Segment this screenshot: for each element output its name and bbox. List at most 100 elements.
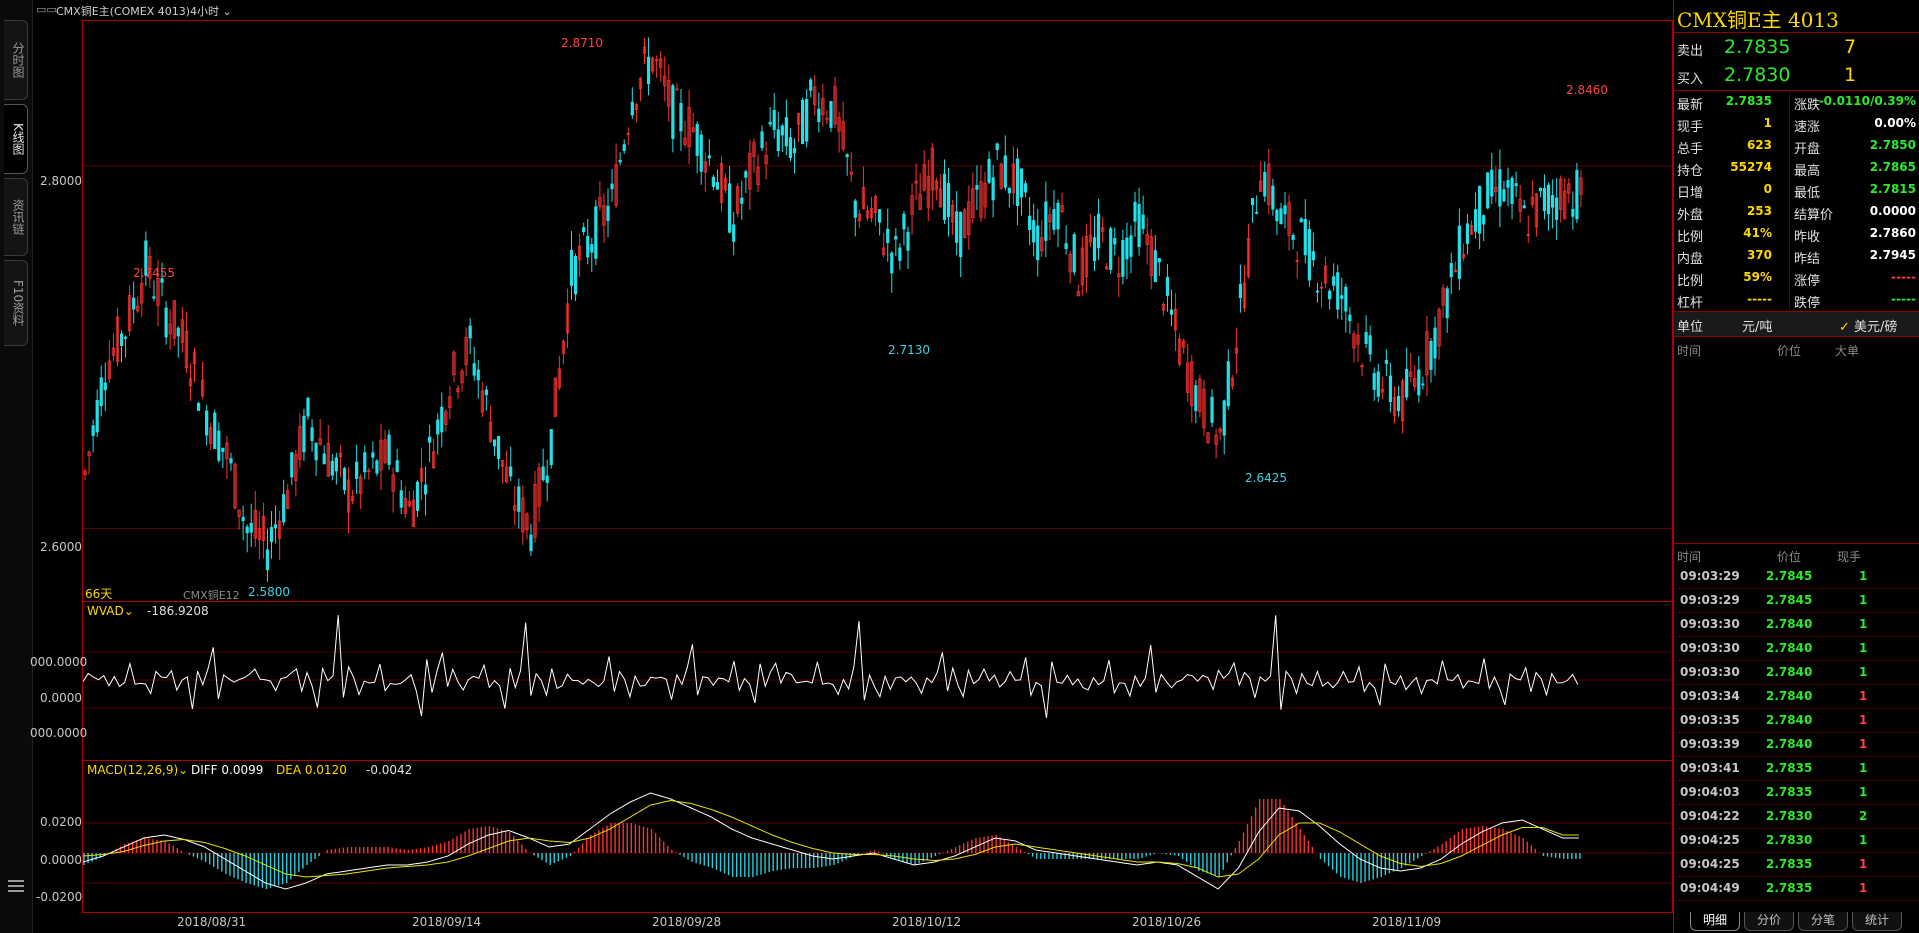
unit-value[interactable]: 元/吨 <box>1742 320 1773 335</box>
candle-body <box>594 206 598 259</box>
quote-row: 最新 2.7835 涨跌 -0.0110/0.39% <box>1674 92 1919 114</box>
quote-value: 55274 <box>1730 160 1772 174</box>
tab-f10[interactable]: F10资料 <box>4 260 28 346</box>
candle-body <box>355 461 359 479</box>
tick-row[interactable]: 09:04:25 2.7835 1 <box>1674 853 1919 877</box>
tick-row[interactable]: 09:03:30 2.7840 1 <box>1674 637 1919 661</box>
candle-body <box>415 481 420 511</box>
tick-row[interactable]: 09:04:03 2.7835 1 <box>1674 781 1919 805</box>
candle-body <box>545 475 549 483</box>
tick-volume: 1 <box>1859 569 1868 583</box>
candle-body <box>1319 286 1324 289</box>
candle-body <box>630 101 634 116</box>
candle-body <box>728 183 732 233</box>
tick-price: 2.7835 <box>1766 785 1813 799</box>
macd-panel[interactable]: MACD(12,26,9)⌄ DIFF 0.0099 DEA 0.0120 -0… <box>82 760 1673 913</box>
candle-body <box>805 98 809 142</box>
candle-body <box>1457 225 1461 279</box>
candle-body <box>938 188 943 208</box>
candle-body <box>695 123 699 156</box>
sell-price[interactable]: 2.7835 <box>1724 36 1791 58</box>
candle-body <box>407 501 411 507</box>
tick-row[interactable]: 09:03:30 2.7840 1 <box>1674 613 1919 637</box>
candle-body <box>845 154 849 157</box>
wvad-panel[interactable]: WVAD⌄ -186.9208 <box>82 601 1673 761</box>
tab-news[interactable]: 资讯链 <box>4 178 28 256</box>
tab-timeshare[interactable]: 分时图 <box>4 20 28 100</box>
buy-price[interactable]: 2.7830 <box>1724 64 1791 86</box>
wvad-level-top: 000.0000 <box>30 655 88 669</box>
quote-value: 253 <box>1746 204 1772 218</box>
candle-body <box>573 255 578 295</box>
tab-kline[interactable]: K线图 <box>4 104 28 174</box>
macd-name[interactable]: MACD(12,26,9)⌄ <box>87 763 189 777</box>
candle-body <box>537 467 541 507</box>
tick-volume: 1 <box>1859 785 1868 799</box>
candle-body <box>87 451 91 456</box>
tab-tick[interactable]: 分笔 <box>1798 912 1848 931</box>
tick-row[interactable]: 09:04:22 2.7830 2 <box>1674 805 1919 829</box>
tick-row[interactable]: 09:03:41 2.7835 1 <box>1674 757 1919 781</box>
tick-row[interactable]: 09:04:49 2.7835 1 <box>1674 877 1919 901</box>
candle-body <box>472 363 476 376</box>
tab-price-dist[interactable]: 分价 <box>1744 912 1794 931</box>
kline-chart[interactable]: 66天 CMX铜E12 2.8460 2.8710 2.7455 2.7130 … <box>82 20 1673 602</box>
candle-body <box>476 369 480 381</box>
candle-body <box>180 319 184 343</box>
quote-label: 现手 <box>1677 120 1704 135</box>
period-selector[interactable]: 4小时 ⌄ <box>190 5 232 18</box>
candle-body <box>1015 158 1020 207</box>
big-header-price: 价位 <box>1777 344 1802 358</box>
candle-body <box>403 497 407 514</box>
candle-body <box>172 300 176 339</box>
tab-stats[interactable]: 统计 <box>1852 912 1902 931</box>
candle-body <box>1275 209 1279 222</box>
quote-label: 昨结 <box>1794 252 1821 267</box>
candle-body <box>205 410 209 436</box>
tick-price: 2.7845 <box>1766 593 1813 607</box>
candle-body <box>894 235 898 240</box>
tick-row[interactable]: 09:03:29 2.7845 1 <box>1674 565 1919 589</box>
kline-svg <box>83 37 1672 582</box>
candle-body <box>1048 214 1052 223</box>
quote-label: 昨收 <box>1794 230 1821 245</box>
tick-row[interactable]: 09:03:35 2.7840 1 <box>1674 709 1919 733</box>
candle-body <box>691 127 695 132</box>
tick-row[interactable]: 09:03:30 2.7840 1 <box>1674 661 1919 685</box>
candle-body <box>646 56 651 85</box>
candle-body <box>946 183 951 218</box>
candle-body <box>1502 189 1506 202</box>
currency-toggle[interactable]: ✓ 美元/磅 <box>1839 320 1898 335</box>
quote-label: 最低 <box>1794 186 1821 201</box>
candle-body <box>375 460 379 474</box>
tick-row[interactable]: 09:04:25 2.7830 1 <box>1674 829 1919 853</box>
tick-volume: 1 <box>1859 713 1868 727</box>
candle-body <box>103 382 107 391</box>
wvad-name[interactable]: WVAD⌄ <box>87 604 134 618</box>
candle-body <box>1076 291 1080 296</box>
tab-detail[interactable]: 明细 <box>1690 912 1740 931</box>
menu-icon[interactable] <box>8 880 24 894</box>
candle-body <box>1400 380 1405 422</box>
candle-body <box>784 117 788 147</box>
candle-body <box>1226 361 1230 407</box>
candle-body <box>1571 208 1575 217</box>
sell-label: 卖出 <box>1677 44 1704 59</box>
candle-body <box>1392 397 1397 416</box>
candle-body <box>553 377 557 417</box>
tick-row[interactable]: 09:03:29 2.7845 1 <box>1674 589 1919 613</box>
candle-body <box>995 143 999 151</box>
price-tick-high: 2.8000 <box>40 174 82 188</box>
candle-body <box>1388 375 1393 402</box>
candle-body <box>1328 290 1332 300</box>
wvad-level-bottom: 000.0000 <box>30 726 88 740</box>
tick-row[interactable]: 09:03:34 2.7840 1 <box>1674 685 1919 709</box>
tick-row[interactable]: 09:03:39 2.7840 1 <box>1674 733 1919 757</box>
candle-body <box>1336 272 1340 310</box>
candle-body <box>221 447 225 452</box>
candle-body <box>1214 434 1218 445</box>
candle-body <box>699 134 703 172</box>
candle-body <box>1283 205 1287 215</box>
candle-body <box>330 460 334 476</box>
candle-body <box>1579 177 1583 195</box>
